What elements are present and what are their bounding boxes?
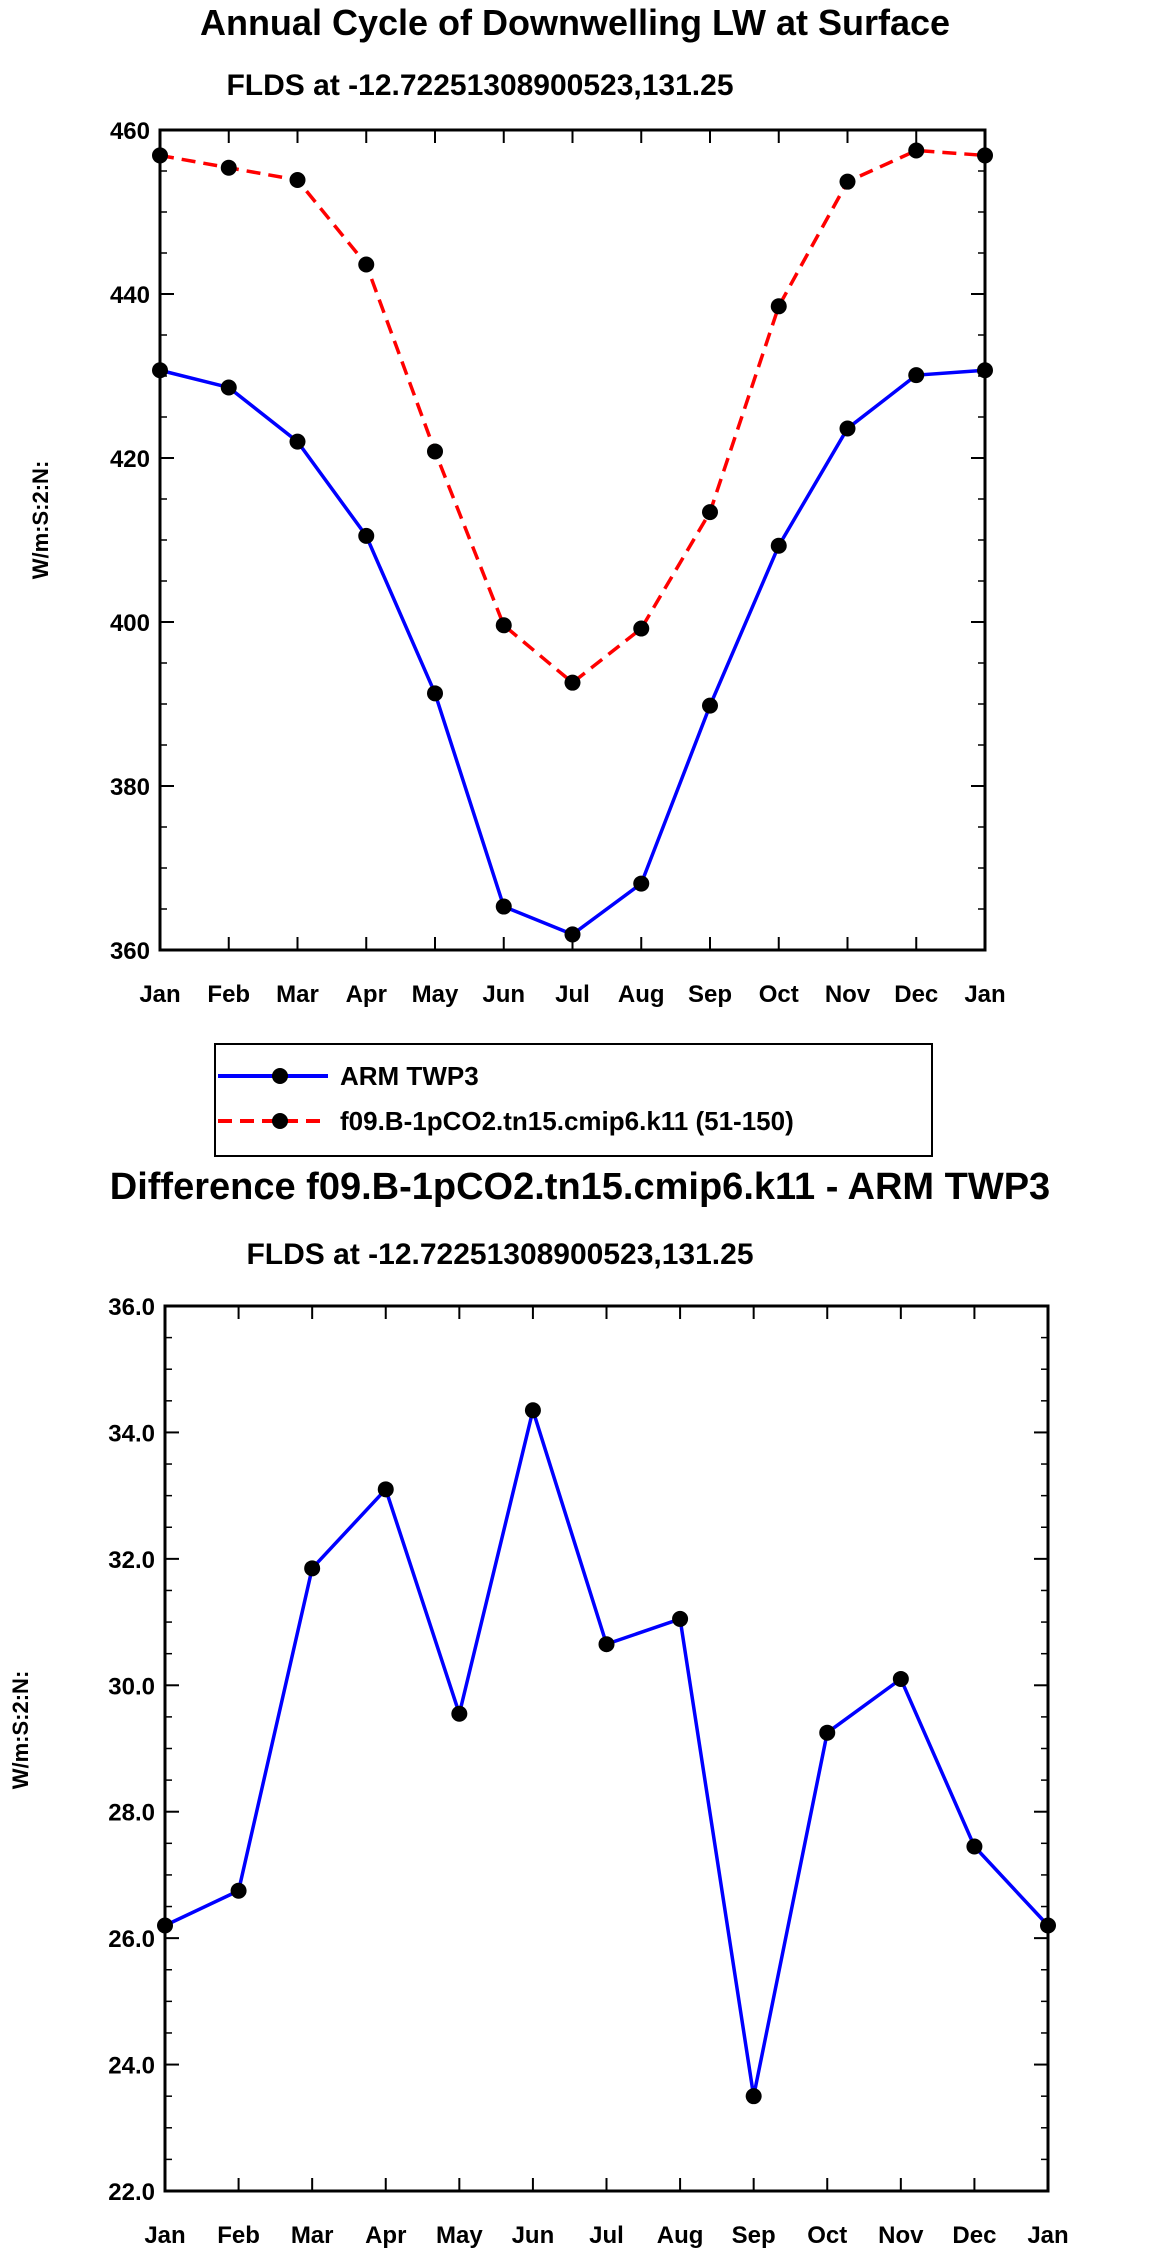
x-tick-label: Feb [207,981,250,1008]
y-tick-label: 440 [110,282,150,309]
series-line-0 [164,1403,1050,2097]
data-point [377,1481,394,1498]
data-point [819,1724,836,1741]
data-point [839,420,856,437]
data-point [495,898,512,915]
chart-subtitle: FLDS at -12.72251308900523,131.25 [226,69,733,102]
data-point [358,256,375,273]
plot-frame [158,128,987,952]
x-tick-label: Nov [825,981,871,1008]
y-tick-label: 400 [110,610,150,637]
x-tick-label: Mar [291,2222,334,2249]
chart-title: Annual Cycle of Downwelling LW at Surfac… [200,2,950,43]
x-tick-label: Sep [688,981,732,1008]
y-tick-label: 26.0 [108,1926,155,1953]
x-tick-label: Dec [894,981,938,1008]
x-tick-label: May [436,2222,483,2249]
data-point [230,1882,247,1899]
y-tick-label: 36.0 [108,1294,155,1321]
x-tick-label: Jan [139,981,180,1008]
y-tick-label: 460 [110,118,150,145]
data-point [304,1560,321,1577]
annual-cycle-panel: Annual Cycle of Downwelling LW at Surfac… [28,2,1006,1157]
x-tick-label: Oct [807,2222,847,2249]
data-point [152,147,168,164]
data-point [839,173,856,190]
legend-box [214,1043,933,1157]
x-tick-label: Aug [657,2222,704,2249]
y-tick-label: 360 [110,938,150,965]
series-line-0 [159,368,986,937]
data-point [892,1670,909,1687]
data-point [702,504,718,521]
x-tick-label: Apr [346,981,387,1008]
x-tick-label: Jan [1027,2222,1068,2249]
plot-frame [163,1304,1050,2193]
chart-subtitle: FLDS at -12.72251308900523,131.25 [246,1238,753,1271]
data-point [152,362,168,379]
data-point [633,875,650,892]
data-point [702,697,718,714]
data-point [598,1636,615,1653]
data-point [745,2088,762,2105]
data-point [1040,1917,1056,1934]
y-tick-label: 34.0 [108,1420,155,1447]
data-point [564,926,581,943]
data-point [908,367,925,384]
x-tick-label: Jun [512,2222,555,2249]
data-point [672,1610,689,1627]
data-point [524,1402,541,1419]
y-tick-label: 28.0 [108,1800,155,1827]
data-point [633,620,650,637]
y-tick-label: 30.0 [108,1673,155,1700]
y-axis-label: W/m:S:2:N: [28,461,53,580]
data-point [289,433,306,450]
y-tick-label: 32.0 [108,1547,155,1574]
data-point [770,298,787,315]
x-tick-label: Mar [276,981,319,1008]
x-tick-label: Dec [952,2222,996,2249]
y-tick-label: 22.0 [108,2179,155,2206]
x-tick-label: Sep [732,2222,776,2249]
x-tick-label: Aug [618,981,665,1008]
x-tick-label: Nov [878,2222,924,2249]
legend-label-model: f09.B-1pCO2.tn15.cmip6.k11 (51-150) [340,1106,794,1136]
x-tick-label: Jan [964,981,1005,1008]
x-tick-label: Oct [759,981,799,1008]
y-axis-label: W/m:S:2:N: [8,1671,33,1790]
data-point [427,443,443,460]
x-tick-label: Jan [144,2222,185,2249]
y-tick-label: 24.0 [108,2053,155,2080]
data-point [977,147,993,164]
data-point [289,172,306,189]
data-point [977,362,993,379]
x-tick-label: Jul [589,2222,624,2249]
chart-title: Difference f09.B-1pCO2.tn15.cmip6.k11 - … [110,1166,1050,1208]
legend-marker-model [272,1113,288,1129]
x-tick-label: Apr [365,2222,406,2249]
legend: ARM TWP3 f09.B-1pCO2.tn15.cmip6.k11 (51-… [214,1043,933,1157]
y-tick-label: 380 [110,774,150,801]
legend-label-arm: ARM TWP3 [340,1061,479,1091]
data-point [495,617,512,634]
data-point [157,1917,173,1934]
data-point [358,527,375,544]
legend-marker-arm [272,1068,288,1084]
y-tick-label: 420 [110,446,150,473]
x-tick-label: Feb [217,2222,260,2249]
x-tick-label: Jul [555,981,590,1008]
data-point [966,1838,983,1855]
data-point [564,674,581,691]
x-tick-label: May [412,981,459,1008]
x-tick-label: Jun [482,981,525,1008]
data-point [220,159,237,176]
data-point [427,685,443,702]
data-point [908,142,925,159]
data-point [220,379,237,396]
data-point [451,1705,468,1722]
difference-panel: Difference f09.B-1pCO2.tn15.cmip6.k11 - … [8,1166,1069,2249]
data-point [770,537,787,554]
